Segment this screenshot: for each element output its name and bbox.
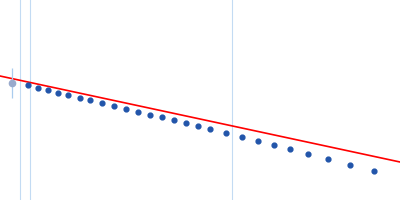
Point xyxy=(123,107,129,110)
Point xyxy=(111,104,117,108)
Point xyxy=(305,152,311,155)
Point xyxy=(255,139,261,142)
Point xyxy=(325,157,331,160)
Point xyxy=(207,127,213,131)
Point xyxy=(65,93,71,97)
Point xyxy=(87,99,93,102)
Point xyxy=(223,131,229,135)
Point xyxy=(271,143,277,146)
Point xyxy=(159,116,165,119)
Point xyxy=(239,135,245,138)
Point xyxy=(287,147,293,150)
Point xyxy=(135,110,141,113)
Point xyxy=(35,86,41,89)
Point xyxy=(183,122,189,125)
Point xyxy=(25,83,31,87)
Point xyxy=(77,96,83,99)
Point xyxy=(99,101,105,105)
Point xyxy=(171,119,177,122)
Point xyxy=(347,163,353,166)
Point xyxy=(147,113,153,116)
Point xyxy=(195,124,201,128)
Point xyxy=(371,170,377,173)
Point xyxy=(55,91,61,94)
Point xyxy=(45,89,51,92)
